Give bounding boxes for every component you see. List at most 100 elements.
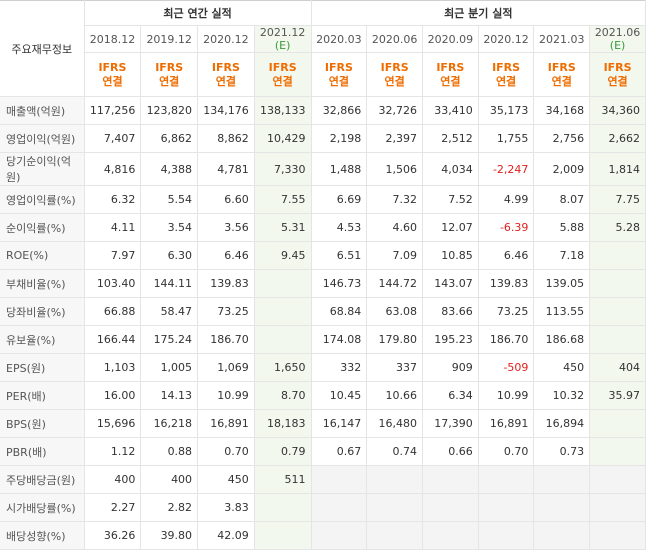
table-cell: 186.70 xyxy=(478,325,535,354)
table-cell: 139.05 xyxy=(533,269,591,298)
table-cell: 8.07 xyxy=(533,185,591,214)
table-cell: 7,330 xyxy=(254,152,312,186)
consolidated-label: 연결 xyxy=(102,74,123,88)
table-cell: 3.54 xyxy=(140,213,199,242)
table-cell: 5.54 xyxy=(140,185,199,214)
table-cell xyxy=(533,521,591,550)
table-row-header-label: 주요재무정보 xyxy=(0,0,85,97)
ifrs-label: IFRS xyxy=(380,60,409,74)
table-cell: 0.66 xyxy=(422,437,479,466)
period-label: 2019.12 xyxy=(146,32,192,46)
table-cell: 7.18 xyxy=(533,241,591,270)
consolidated-label: 연결 xyxy=(272,74,293,88)
row-label: 주당배당금(원) xyxy=(0,465,85,494)
period-label: 2020.12 xyxy=(483,32,529,46)
table-cell: 7.52 xyxy=(422,185,479,214)
row-label: 당좌비율(%) xyxy=(0,297,85,326)
ifrs-cell: IFRS 연결 xyxy=(197,52,255,97)
table-row: 매출액(억원) 117,256 123,820 134,176 138,133 32,86… xyxy=(0,96,646,125)
table-cell: 2.82 xyxy=(140,493,199,522)
table-cell: 0.73 xyxy=(533,437,591,466)
table-cell: 18,183 xyxy=(254,409,312,438)
table-row: 유보율(%) 166.44 175.24 186.70 174.08 179.80 195.… xyxy=(0,325,646,354)
period-header-cell: 2020.12 xyxy=(197,25,255,53)
table-cell: 3.83 xyxy=(197,493,255,522)
consolidated-label: 연결 xyxy=(607,74,628,88)
row-label: BPS(원) xyxy=(0,409,85,438)
table-cell xyxy=(254,269,312,298)
table-cell xyxy=(478,493,535,522)
ifrs-label: IFRS xyxy=(268,60,297,74)
period-header-cell: 2021.03 xyxy=(533,25,591,53)
period-header-cell: 2021.12 (E) xyxy=(254,25,312,53)
estimate-tag: (E) xyxy=(274,39,291,52)
table-cell: 139.83 xyxy=(197,269,255,298)
ifrs-cell: IFRS 연결 xyxy=(254,52,312,97)
table-cell: 2,198 xyxy=(310,124,368,153)
table-cell: 2.27 xyxy=(84,493,142,522)
table-cell: 511 xyxy=(254,465,312,494)
row-label: 순이익률(%) xyxy=(0,213,85,242)
ifrs-label: IFRS xyxy=(603,60,632,74)
consolidated-label: 연결 xyxy=(495,74,517,88)
row-label: 배당성향(%) xyxy=(0,521,85,550)
table-row: 시가배당률(%) 2.27 2.82 3.83 xyxy=(0,493,646,522)
ifrs-cell: IFRS 연결 xyxy=(589,52,646,97)
table-cell: 0.79 xyxy=(254,437,312,466)
table-cell: 5.31 xyxy=(254,213,312,242)
table-cell: 6.30 xyxy=(140,241,199,270)
table-cell: 16,147 xyxy=(310,409,368,438)
table-cell: 186.68 xyxy=(533,325,591,354)
table-cell: 450 xyxy=(197,465,255,494)
table-cell xyxy=(589,297,646,326)
ifrs-cell: IFRS 연결 xyxy=(366,52,423,97)
table-cell: 1,650 xyxy=(254,353,312,382)
table-cell: 10.99 xyxy=(478,381,535,410)
table-row: PBR(배) 1.12 0.88 0.70 0.79 0.67 0.74 0.66 0.70 0.… xyxy=(0,437,646,466)
row-label: PBR(배) xyxy=(0,437,85,466)
ifrs-cell: IFRS 연결 xyxy=(84,52,142,97)
table-cell: 17,390 xyxy=(422,409,479,438)
table-cell xyxy=(366,493,423,522)
table-cell: 337 xyxy=(366,353,423,382)
table-cell: 4.60 xyxy=(366,213,423,242)
table-cell xyxy=(589,325,646,354)
table-cell: 4,034 xyxy=(422,152,479,186)
table-row: EPS(원) 1,103 1,005 1,069 1,650 332 337 909 -509 4… xyxy=(0,353,646,382)
table-cell: 8.70 xyxy=(254,381,312,410)
table-cell: 7.75 xyxy=(589,185,646,214)
table-cell: 36.26 xyxy=(84,521,142,550)
row-label: 영업이익(억원) xyxy=(0,124,85,153)
table-cell xyxy=(478,465,535,494)
table-cell: 6.34 xyxy=(422,381,479,410)
period-header-cell: 2018.12 xyxy=(84,25,142,53)
period-label: 2021.03 xyxy=(539,32,585,46)
table-cell xyxy=(366,521,423,550)
period-header-row: 2018.12 2019.12 2020.12 2021.12 (E) 2020.03 2… xyxy=(0,25,646,53)
table-cell: 0.70 xyxy=(478,437,535,466)
consolidated-label: 연결 xyxy=(440,74,461,88)
table-cell: 10.45 xyxy=(310,381,368,410)
table-cell xyxy=(422,465,479,494)
table-cell: 0.70 xyxy=(197,437,255,466)
table-row: 순이익률(%) 4.11 3.54 3.56 5.31 4.53 4.60 12.07 -6.3… xyxy=(0,213,646,242)
table-cell xyxy=(310,521,368,550)
table-cell: 0.88 xyxy=(140,437,199,466)
table-cell: 42.09 xyxy=(197,521,255,550)
table-cell: 6.32 xyxy=(84,185,142,214)
ifrs-cell: IFRS 연결 xyxy=(533,52,591,97)
table-body: 매출액(억원) 117,256 123,820 134,176 138,133 32,86… xyxy=(0,96,646,550)
table-cell: 16.00 xyxy=(84,381,142,410)
table-cell: 16,891 xyxy=(478,409,535,438)
table-cell xyxy=(422,521,479,550)
table-row: 당좌비율(%) 66.88 58.47 73.25 68.84 63.08 83.66 73.… xyxy=(0,297,646,326)
table-cell: 332 xyxy=(310,353,368,382)
ifrs-label: IFRS xyxy=(547,60,576,74)
table-cell: 2,756 xyxy=(533,124,591,153)
row-label: PER(배) xyxy=(0,381,85,410)
period-label: 2020.06 xyxy=(371,32,418,46)
table-cell: 174.08 xyxy=(310,325,368,354)
table-cell: 8,862 xyxy=(197,124,255,153)
table-cell: 35,173 xyxy=(478,96,535,125)
